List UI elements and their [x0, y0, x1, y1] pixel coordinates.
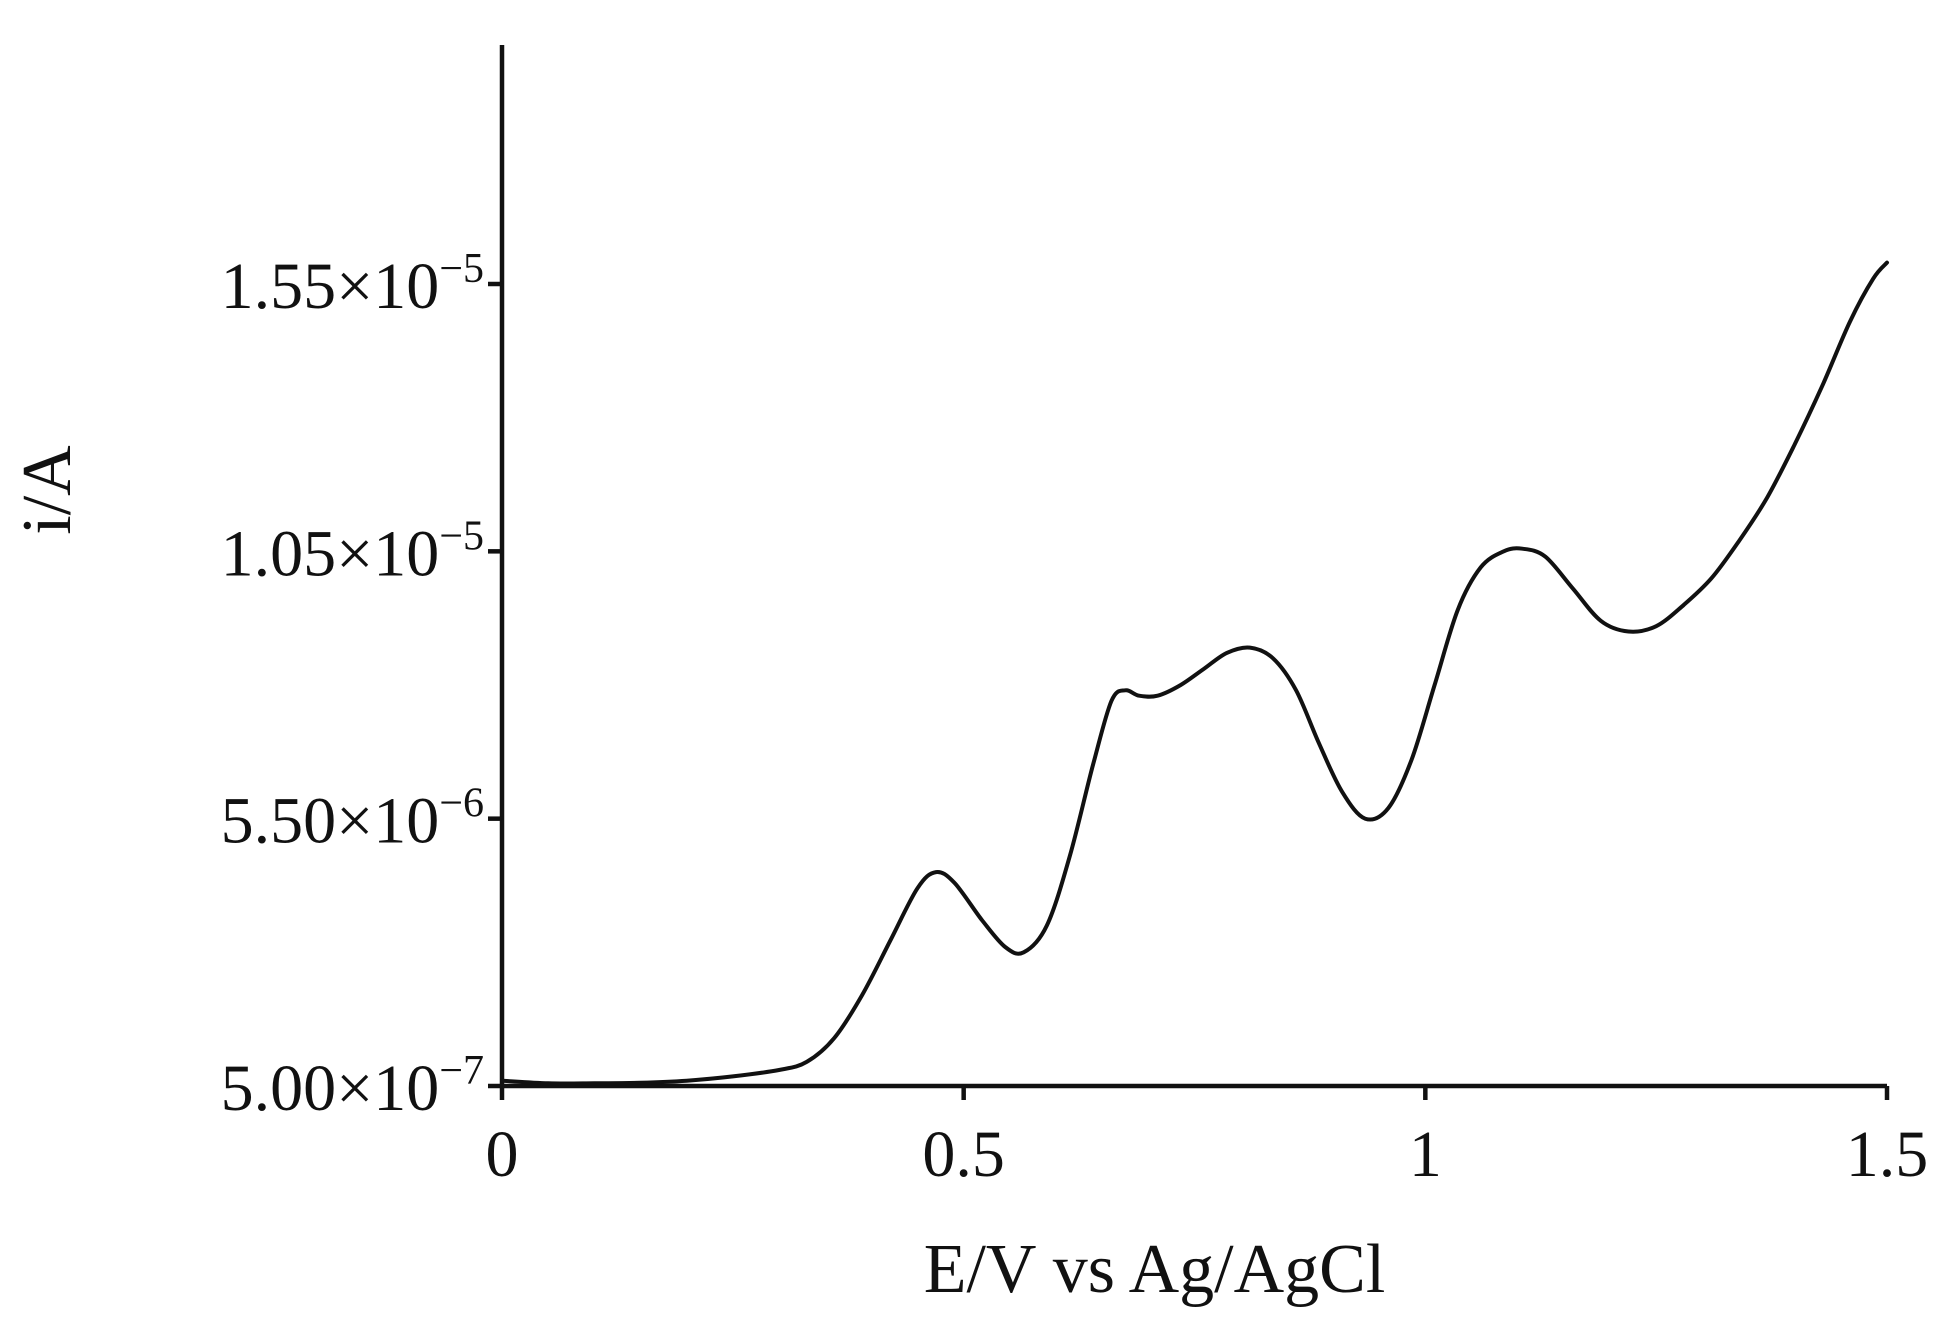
- y-tick-label: 1.55×10−5: [221, 246, 484, 323]
- x-tick-label: 1: [1409, 1118, 1442, 1191]
- y-axis-title: i/A: [9, 445, 86, 535]
- x-tick-label: 1.5: [1846, 1118, 1929, 1191]
- y-tick-label: 1.05×10−5: [221, 513, 484, 590]
- y-tick-label: 5.50×10−6: [221, 781, 484, 858]
- ticks-layer: 0 0.5 1 1.5 5.00×10−7 5.50×10−6 1.05×10−5 1.55×…: [221, 246, 1929, 1191]
- axes-layer: [499, 45, 1887, 1089]
- series-line: [500, 260, 1889, 1086]
- x-axis-title: E/V vs Ag/AgCl: [924, 1231, 1386, 1308]
- series-layer: [500, 260, 1889, 1086]
- y-tick-label: 5.00×10−7: [221, 1048, 484, 1125]
- x-tick-label: 0.5: [922, 1118, 1005, 1191]
- x-tick-label: 0: [486, 1118, 519, 1191]
